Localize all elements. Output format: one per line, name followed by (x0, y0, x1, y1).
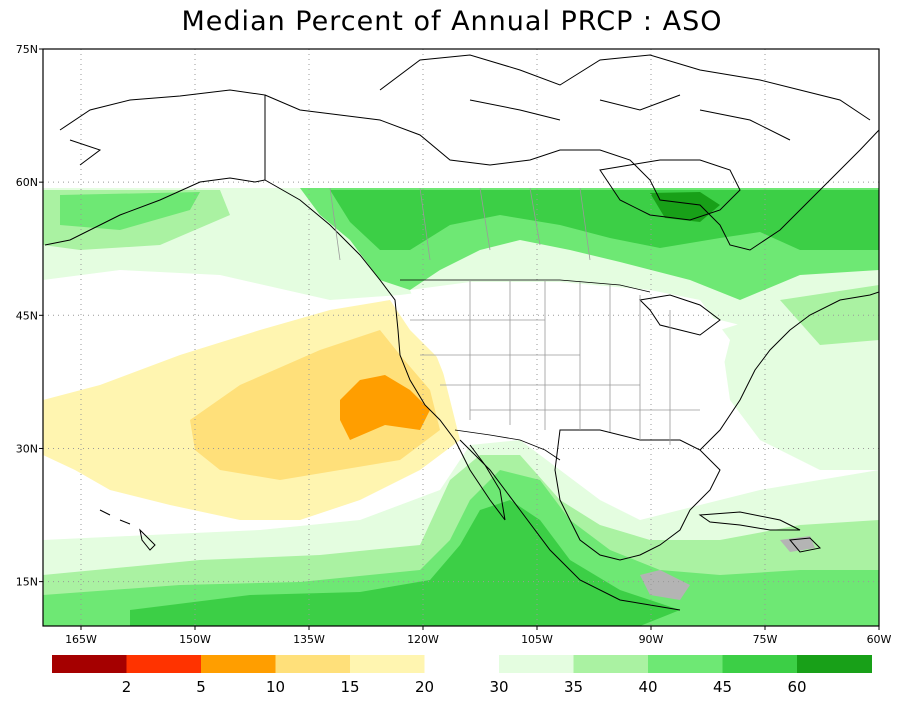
hudson-bay (599, 159, 741, 221)
latitude-labels: 15N 30N 45N 60N 75N (16, 43, 43, 589)
contour-green-south-3 (130, 500, 680, 626)
coastlines (44, 54, 879, 611)
contour-green-canada-2 (330, 190, 879, 250)
us-canada-border (400, 279, 651, 293)
lat-lon-grid (43, 49, 879, 626)
gulf-coast (554, 429, 721, 561)
us-mexico-border (454, 429, 561, 461)
caribbean-gray-2 (640, 570, 690, 600)
hispaniola (789, 537, 822, 553)
colorbar-swatch-3 (275, 655, 351, 673)
colorbar-label-0: 2 (122, 678, 132, 696)
lat-label-3: 60N (16, 176, 38, 189)
political-borders (329, 187, 700, 461)
colorbar-swatch-1 (126, 655, 202, 673)
east-coast (699, 291, 879, 451)
colorbar-label-4: 20 (415, 678, 434, 696)
colorbar-swatch-6 (499, 655, 574, 673)
contour-fills (43, 49, 879, 626)
map-title: Median Percent of Annual PRCP : ASO (181, 6, 723, 37)
lon-label-1: 150W (179, 633, 211, 646)
colorbar-label-1: 5 (196, 678, 206, 696)
pacific-nw-coast (264, 179, 456, 441)
colorbar: 2 5 10 15 20 30 35 40 45 60 (52, 655, 872, 696)
lat-label-2: 45N (16, 309, 38, 322)
colorbar-swatch-2 (201, 655, 276, 673)
contour-yellow-pacific-2 (190, 330, 440, 480)
contour-orange-pacific (340, 375, 430, 440)
mexico-west-coast (459, 439, 681, 611)
great-lakes (638, 294, 721, 336)
colorbar-label-5: 30 (489, 678, 508, 696)
province-lines (329, 187, 591, 261)
colorbar-label-8: 45 (713, 678, 732, 696)
lon-label-7: 60W (867, 633, 892, 646)
colorbar-label-2: 10 (266, 678, 285, 696)
lon-label-0: 165W (65, 633, 97, 646)
lon-label-4: 105W (521, 633, 553, 646)
contour-green-atlantic-2 (780, 285, 879, 345)
colorbar-swatch-4 (350, 655, 425, 673)
colorbar-swatch-8 (648, 655, 723, 673)
lon-label-6: 75W (753, 633, 778, 646)
arctic-islands (379, 54, 871, 141)
contour-darkgreen-hudson (650, 192, 720, 222)
lat-label-0: 15N (16, 576, 38, 589)
map-frame (42, 48, 880, 627)
colorbar-label-6: 35 (564, 678, 583, 696)
cuba (698, 511, 801, 531)
us-interior (410, 282, 730, 450)
colorbar-swatch-10 (797, 655, 872, 673)
colorbar-label-9: 60 (787, 678, 806, 696)
colorbar-swatch-9 (722, 655, 798, 673)
lon-label-3: 120W (407, 633, 439, 646)
lat-label-4: 75N (16, 43, 38, 56)
lon-label-5: 90W (639, 633, 664, 646)
colorbar-swatch-5 (424, 655, 500, 673)
longitude-labels: 165W 150W 135W 120W 105W 90W 75W 60W (65, 626, 892, 646)
colorbar-label-7: 40 (638, 678, 657, 696)
lon-label-2: 135W (293, 633, 325, 646)
colorbar-label-3: 15 (340, 678, 359, 696)
colorbar-swatch-7 (573, 655, 649, 673)
hawaii (99, 509, 156, 551)
caribbean-gray-1 (780, 536, 815, 552)
alaska-coast (44, 89, 266, 246)
colorbar-swatch-0 (52, 655, 127, 673)
canada-north-coast (264, 94, 879, 251)
state-lines (410, 280, 700, 445)
lat-label-1: 30N (16, 442, 38, 455)
